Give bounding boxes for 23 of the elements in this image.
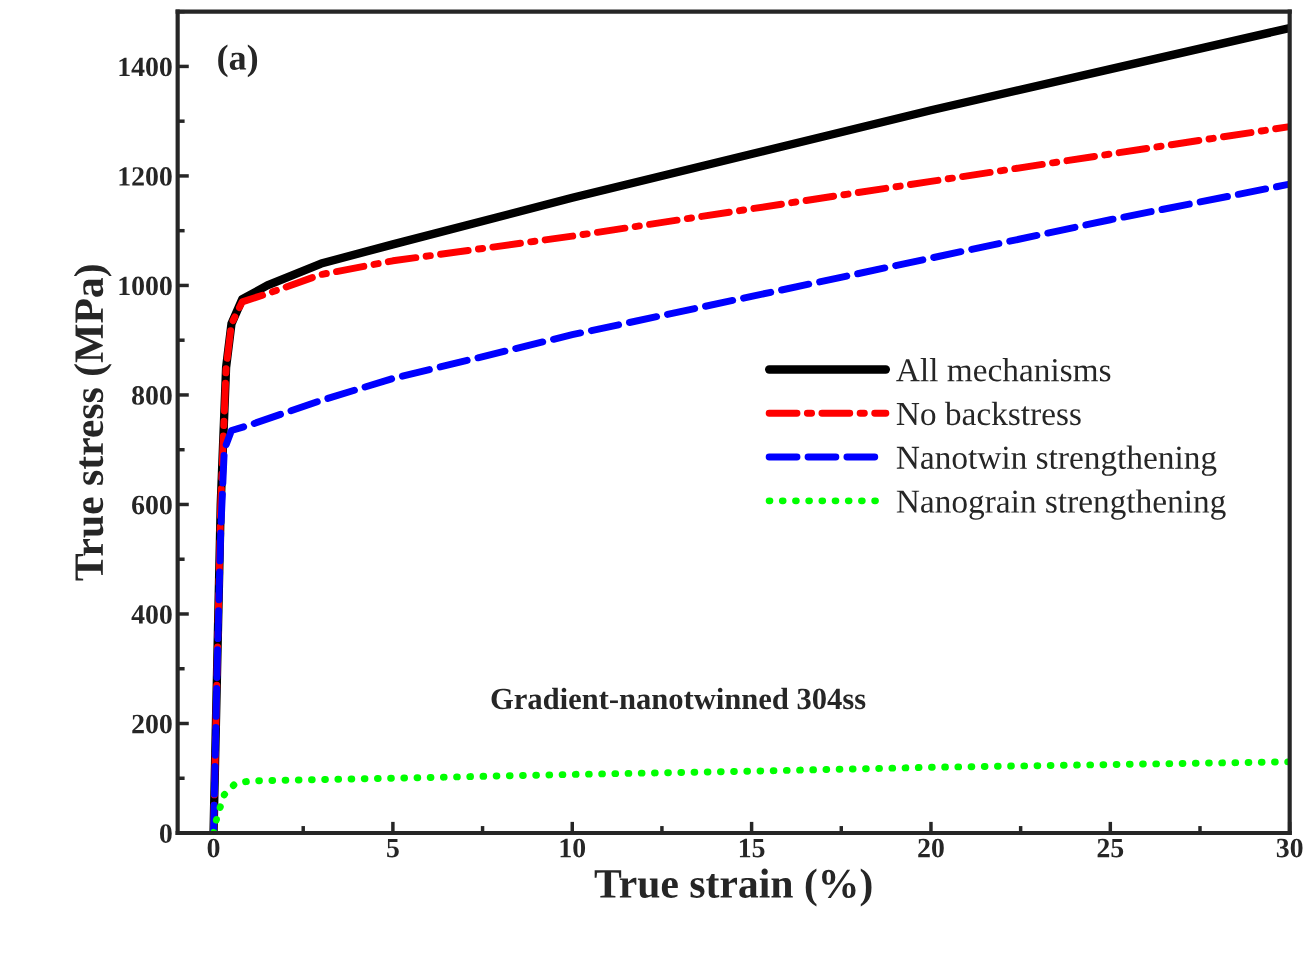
x-tick-label: 30 bbox=[1276, 838, 1303, 858]
legend-label: No backstress bbox=[896, 401, 1081, 426]
annotation: Gradient-nanotwinned 304ss bbox=[491, 687, 866, 710]
y-tick-label: 400 bbox=[131, 605, 172, 624]
annotation: (a) bbox=[218, 44, 258, 78]
y-tick-label: 1200 bbox=[119, 167, 172, 186]
x-tick-label: 20 bbox=[918, 838, 944, 858]
x-axis-title: True strain (%) bbox=[594, 868, 872, 907]
legend-label: All mechanisms bbox=[896, 358, 1111, 382]
x-tick-label: 15 bbox=[739, 838, 765, 858]
y-tick-label: 1400 bbox=[119, 57, 172, 77]
x-tick-label: 5 bbox=[387, 838, 399, 858]
legend-label: Nanograin strengthening bbox=[896, 489, 1226, 520]
y-tick-label: 200 bbox=[132, 714, 172, 734]
x-tick-label: 10 bbox=[560, 838, 586, 858]
x-tick-label: 0 bbox=[207, 838, 220, 858]
x-tick-label: 25 bbox=[1097, 838, 1124, 858]
y-tick-label: 600 bbox=[132, 495, 172, 515]
y-tick-label: 1000 bbox=[119, 276, 172, 296]
y-axis-title: True stress (MPa) bbox=[73, 265, 112, 581]
y-tick-label: 0 bbox=[159, 824, 172, 843]
legend-label: Nanotwin strengthening bbox=[896, 445, 1217, 476]
y-tick-label: 800 bbox=[132, 386, 172, 405]
